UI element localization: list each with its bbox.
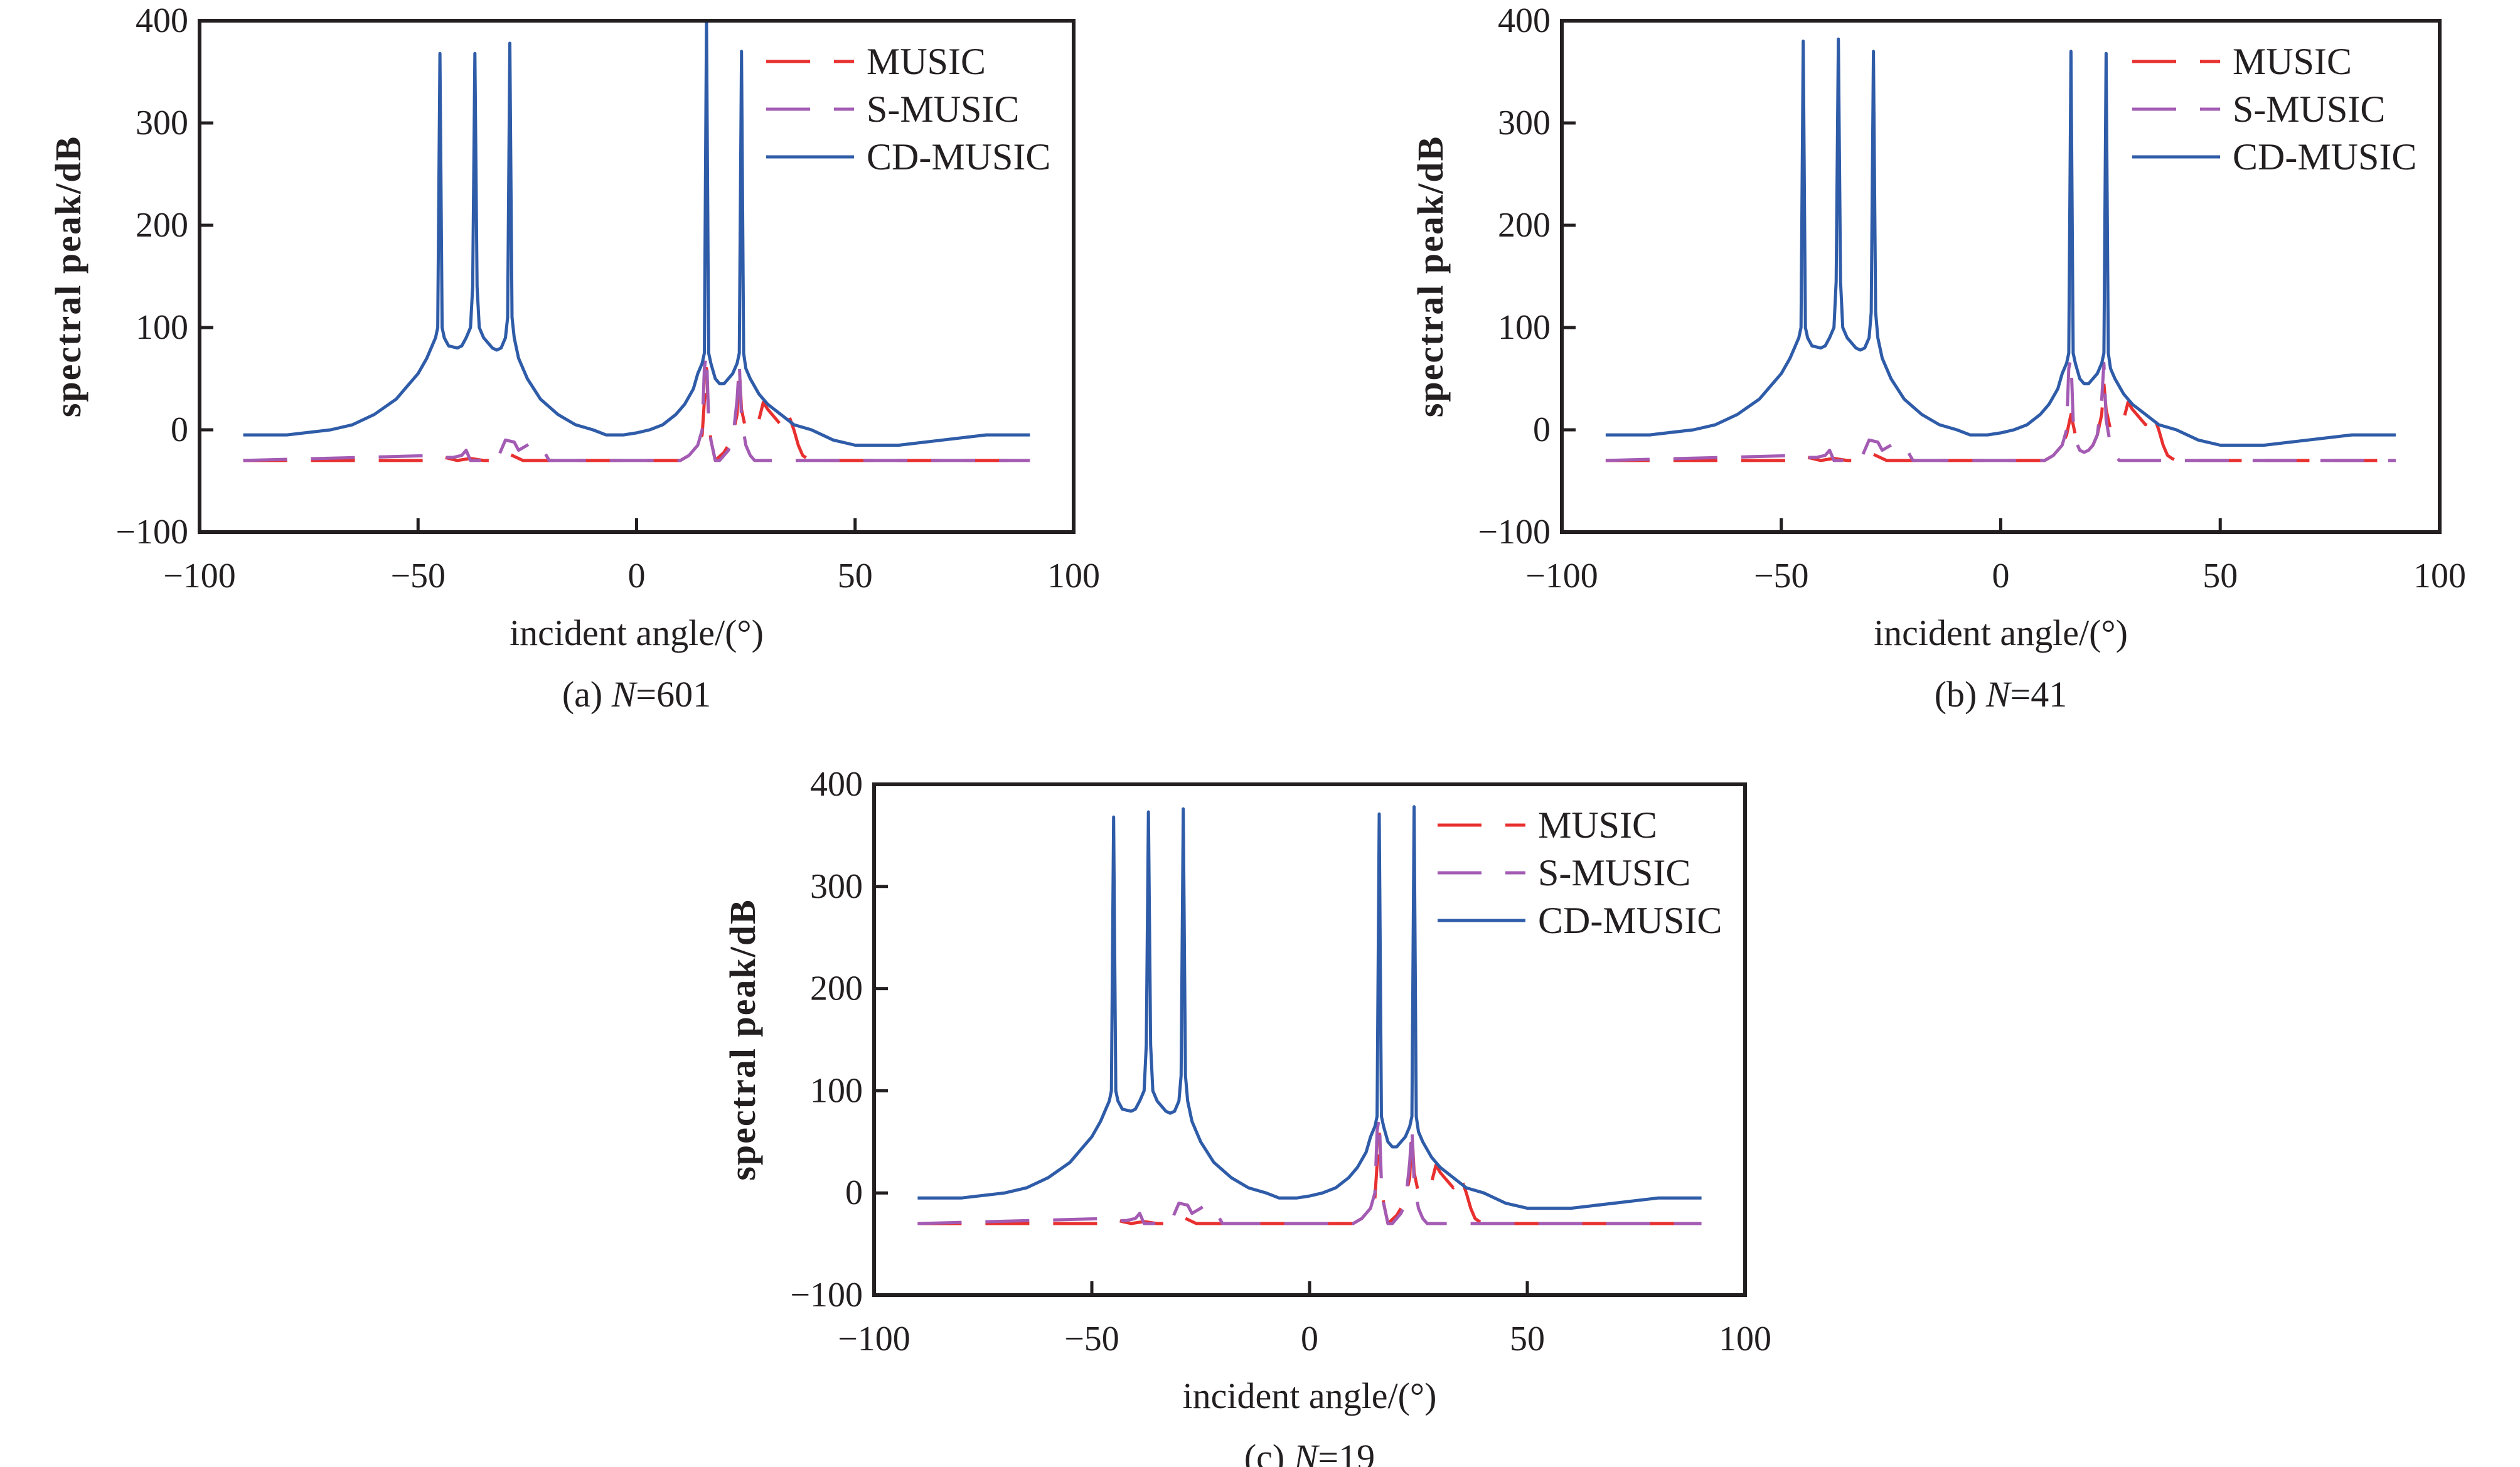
legend-label-cd-music: CD-MUSIC: [867, 136, 1050, 178]
series-line-cd-music: [243, 19, 1030, 447]
y-axis-title: spectral peak/dB: [1410, 136, 1451, 417]
caption-value: =19: [1318, 1437, 1375, 1467]
y-tick-label: −100: [115, 513, 188, 552]
series-line-music: [917, 1130, 1702, 1225]
x-tick-label: −100: [163, 557, 236, 595]
y-tick-label: 100: [1498, 308, 1551, 347]
panel-caption: (a) N=601: [562, 674, 711, 715]
y-tick-label: 200: [136, 206, 188, 245]
y-tick-label: 300: [810, 867, 863, 906]
x-axis-title: incident angle/(°): [510, 612, 764, 653]
x-tick-label: −50: [1064, 1320, 1119, 1358]
panel-caption: (c) N=19: [1244, 1437, 1375, 1467]
y-tick-label: −100: [1478, 513, 1551, 552]
x-tick-label: 0: [1992, 557, 2010, 595]
legend-label-cd-music: CD-MUSIC: [2233, 136, 2416, 178]
x-tick-label: 0: [628, 557, 646, 595]
legend-label-s-music: S-MUSIC: [867, 88, 1019, 130]
x-tick-label: 50: [838, 557, 873, 595]
chart-panel-a: −100 −50 0 50 100 −100 0 100 200 300 400 incident a…: [48, 1, 1100, 715]
y-tick-label: 400: [810, 765, 863, 804]
caption-variable: N: [1293, 1437, 1320, 1467]
series-line-s-music: [917, 1114, 1702, 1225]
series-line-cd-music: [917, 805, 1702, 1210]
y-tick-label: 200: [1498, 206, 1551, 245]
caption-value: =41: [2010, 674, 2068, 715]
y-tick-label: 100: [810, 1071, 863, 1110]
x-tick-label: −100: [838, 1320, 910, 1358]
chart-panel-c: −100 −50 0 50 100 −100 0 100 200 300 400 incident a…: [722, 765, 1771, 1467]
caption-value: =601: [636, 674, 711, 715]
caption-prefix: (b): [1935, 674, 1986, 715]
y-tick-label: 100: [136, 308, 188, 347]
panel-caption: (b) N=41: [1935, 674, 2068, 715]
legend-label-music: MUSIC: [2233, 41, 2352, 82]
x-axis-title: incident angle/(°): [1874, 612, 2128, 653]
caption-variable: N: [611, 674, 638, 715]
legend-label-cd-music: CD-MUSIC: [1538, 900, 1722, 941]
x-tick-label: −50: [1754, 557, 1809, 595]
x-tick-label: 100: [2413, 557, 2466, 595]
legend-label-music: MUSIC: [867, 41, 986, 82]
y-tick-label: 400: [1498, 1, 1551, 40]
series-line-s-music: [243, 351, 1030, 462]
y-tick-label: 400: [136, 1, 188, 40]
series-line-music: [243, 366, 1030, 462]
x-tick-label: −50: [390, 557, 446, 595]
legend-label-music: MUSIC: [1538, 804, 1657, 846]
y-tick-label: 300: [136, 104, 188, 142]
x-tick-label: 100: [1719, 1320, 1771, 1358]
x-axis-title: incident angle/(°): [1183, 1375, 1437, 1416]
x-tick-label: 100: [1047, 557, 1100, 595]
legend-label-s-music: S-MUSIC: [1538, 852, 1690, 894]
chart-panel-b: −100 −50 0 50 100 −100 0 100 200 300 400 incident a…: [1410, 1, 2466, 715]
y-axis-title: spectral peak/dB: [722, 899, 763, 1180]
y-axis-title: spectral peak/dB: [48, 136, 88, 417]
y-tick-label: 300: [1498, 104, 1551, 142]
y-tick-label: −100: [790, 1276, 863, 1315]
caption-variable: N: [1985, 674, 2012, 715]
y-tick-label: 200: [810, 969, 863, 1008]
legend-label-s-music: S-MUSIC: [2233, 88, 2385, 130]
caption-prefix: (c): [1244, 1437, 1294, 1467]
y-tick-label: 0: [845, 1173, 863, 1212]
x-tick-label: 50: [2202, 557, 2238, 595]
x-tick-label: 0: [1301, 1320, 1318, 1358]
y-tick-label: 0: [171, 410, 188, 449]
x-tick-label: 50: [1510, 1320, 1545, 1358]
series-line-s-music: [1605, 356, 2396, 462]
x-tick-label: −100: [1525, 557, 1598, 595]
y-tick-label: 0: [1533, 410, 1551, 449]
series-line-cd-music: [1605, 37, 2396, 447]
caption-prefix: (a): [562, 674, 612, 715]
